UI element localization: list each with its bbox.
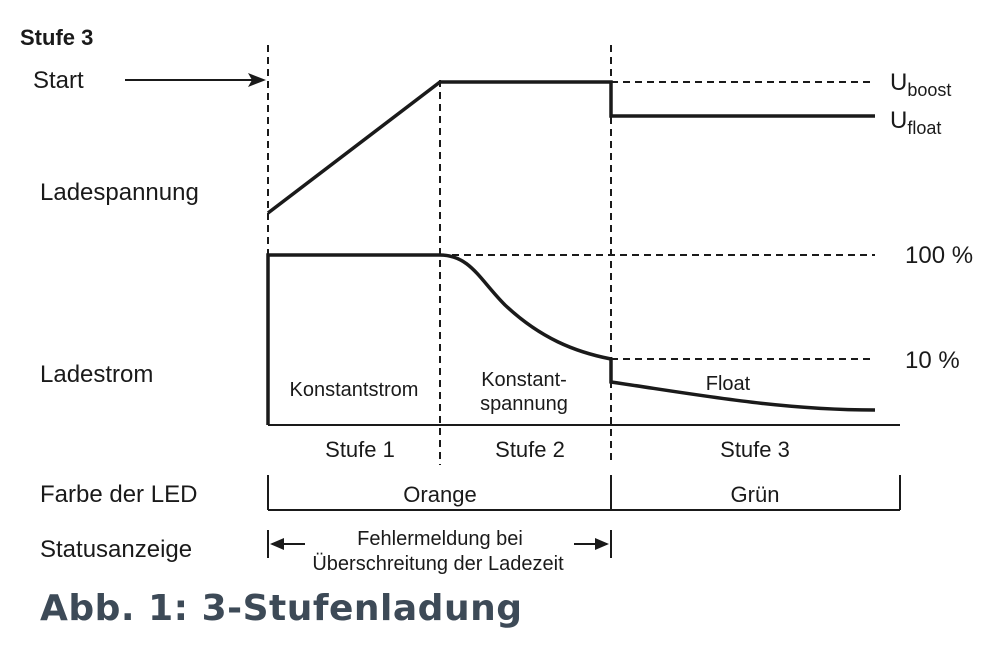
stage-1-label: Stufe 1 bbox=[325, 437, 395, 462]
stage-title: Stufe 3 bbox=[20, 25, 93, 50]
current-label: Ladestrom bbox=[40, 361, 153, 388]
u-float-main: U bbox=[890, 107, 907, 134]
status-text-line1: Fehlermeldung bei bbox=[357, 528, 523, 550]
stage-3-label: Stufe 3 bbox=[720, 437, 790, 462]
stage-2-label: Stufe 2 bbox=[495, 437, 565, 462]
status-arrowhead-left bbox=[270, 538, 284, 550]
led-green-label: Grün bbox=[731, 482, 780, 507]
current-10pct-label: 10 % bbox=[905, 347, 960, 374]
current-100pct-label: 100 % bbox=[905, 242, 973, 269]
figure-caption: Abb. 1: 3-Stufenladung bbox=[40, 588, 523, 629]
start-label: Start bbox=[33, 67, 84, 94]
phase-constant-current: Konstantstrom bbox=[290, 379, 419, 401]
led-orange-label: Orange bbox=[403, 482, 476, 507]
phase-float: Float bbox=[706, 373, 751, 395]
u-boost-label: Uboost bbox=[890, 69, 951, 100]
status-arrowhead-right bbox=[595, 538, 609, 550]
u-boost-main: U bbox=[890, 69, 907, 96]
led-color-label: Farbe der LED bbox=[40, 481, 197, 508]
current-curve bbox=[266, 253, 876, 425]
start-arrowhead bbox=[248, 73, 266, 87]
status-text-line2: Überschreitung der Ladezeit bbox=[312, 553, 564, 575]
status-label: Statusanzeige bbox=[40, 536, 192, 563]
phase-constant-voltage-1: Konstant- bbox=[481, 369, 567, 391]
voltage-label: Ladespannung bbox=[40, 179, 199, 206]
u-boost-sub: boost bbox=[907, 80, 951, 100]
u-float-label: Ufloat bbox=[890, 107, 941, 138]
voltage-curve bbox=[266, 80, 875, 215]
phase-constant-voltage-2: spannung bbox=[480, 393, 568, 415]
u-float-sub: float bbox=[907, 118, 941, 138]
